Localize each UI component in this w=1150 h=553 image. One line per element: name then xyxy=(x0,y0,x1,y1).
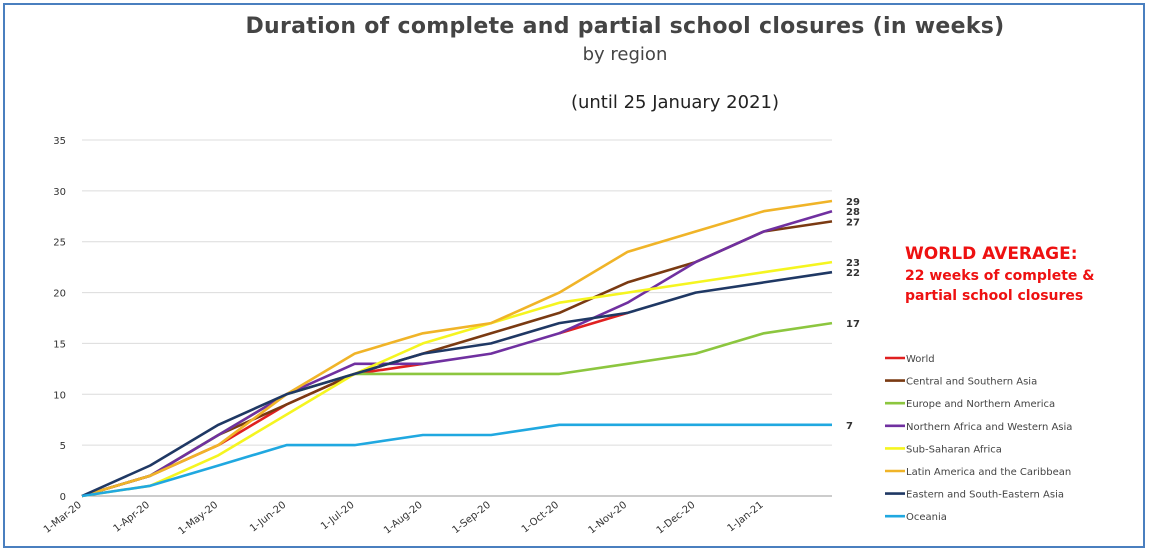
series-line xyxy=(81,270,833,498)
series-line xyxy=(81,199,833,498)
world-average-heading: WORLD AVERAGE: xyxy=(905,244,1078,264)
chart-period-note: (until 25 January 2021) xyxy=(570,92,780,113)
y-tick-label: 15 xyxy=(53,339,66,350)
end-value-label: 22 xyxy=(846,268,860,279)
y-tick-label: 30 xyxy=(53,187,66,198)
x-tick-label: 1-Aug-20 xyxy=(382,500,425,537)
y-tick-label: 35 xyxy=(53,136,66,147)
x-tick-label: 1-Mar-20 xyxy=(42,500,84,536)
chart-subtitle: by region xyxy=(582,44,668,65)
end-value-label: 28 xyxy=(846,207,860,218)
end-value-label: 23 xyxy=(846,258,860,269)
x-tick-label: 1-Oct-20 xyxy=(520,500,561,536)
end-value-label: 29 xyxy=(846,197,860,208)
y-tick-label: 0 xyxy=(60,492,66,503)
legend-label: Europe and Northern America xyxy=(906,399,1055,410)
chart-title: Duration of complete and partial school … xyxy=(245,14,1005,39)
world-average-line-2: partial school closures xyxy=(905,288,1084,304)
series-line xyxy=(81,209,833,498)
legend-label: Oceania xyxy=(906,512,947,523)
x-tick-label: 1-Apr-20 xyxy=(112,500,152,535)
x-tick-label: 1-Sep-20 xyxy=(451,500,493,536)
x-tick-label: 1-May-20 xyxy=(177,500,221,537)
x-tick-label: 1-Jan-21 xyxy=(726,500,766,535)
y-tick-label: 10 xyxy=(53,390,66,401)
y-tick-label: 25 xyxy=(53,238,66,249)
x-tick-label: 1-Jun-20 xyxy=(248,500,288,535)
legend-label: Sub-Saharan Africa xyxy=(906,444,1002,455)
x-tick-label: 1-Nov-20 xyxy=(587,500,630,537)
legend-label: Latin America and the Caribbean xyxy=(906,467,1071,478)
y-tick-label: 20 xyxy=(53,289,66,300)
series-line xyxy=(81,260,833,498)
series-line xyxy=(81,423,832,498)
legend-label: Eastern and South-Eastern Asia xyxy=(906,490,1064,501)
x-tick-label: 1-Jul-20 xyxy=(319,500,356,533)
end-value-label: 27 xyxy=(846,217,860,228)
x-tick-label: 1-Dec-20 xyxy=(655,500,698,537)
end-value-label: 17 xyxy=(846,319,860,330)
end-value-label: 7 xyxy=(846,421,853,432)
y-tick-label: 5 xyxy=(60,441,66,452)
legend-label: Central and Southern Asia xyxy=(906,377,1037,388)
legend-label: Northern Africa and Western Asia xyxy=(906,422,1072,433)
world-average-line-1: 22 weeks of complete & xyxy=(905,268,1095,284)
world-average-annotation: WORLD AVERAGE: 22 weeks of complete & pa… xyxy=(905,244,1094,306)
legend-label: World xyxy=(906,354,935,365)
